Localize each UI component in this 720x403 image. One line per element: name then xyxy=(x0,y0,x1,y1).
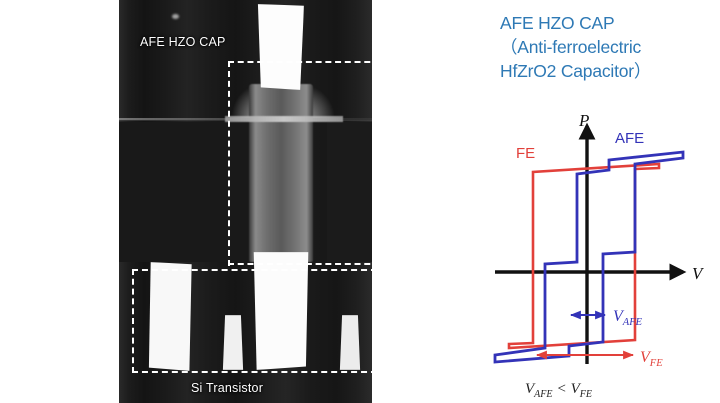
left-metal-contact xyxy=(148,262,192,371)
tem-label-si-transistor: Si Transistor xyxy=(191,381,264,395)
curve-label-fe: FE xyxy=(516,145,535,162)
tem-artifact-speck xyxy=(172,14,179,19)
cmp-rhs-sub: FE xyxy=(579,389,592,400)
curve-fe-path xyxy=(507,162,661,350)
tem-micrograph: AFE HZO CAP Si Transistor xyxy=(119,0,372,403)
title-line-2: （Anti-ferroelectric xyxy=(500,37,642,57)
middle-metal-contact xyxy=(253,252,309,370)
v-afe-label-sub: AFE xyxy=(622,317,643,328)
top-metal-plug xyxy=(257,4,304,90)
curve-afe-path xyxy=(493,150,685,364)
v-afe-label-v: V xyxy=(613,308,625,325)
cmp-rhs: V xyxy=(571,381,582,397)
right-gate-contact xyxy=(339,315,361,370)
pv-hysteresis-svg: V P FE AFE VAFE VFE xyxy=(493,112,705,400)
title-block: AFE HZO CAP （Anti-ferroelectric HfZrO2 C… xyxy=(500,11,715,83)
curve-fe xyxy=(507,162,661,350)
dashed-box-si-transistor xyxy=(132,269,372,373)
cmp-lhs: V xyxy=(525,381,536,397)
axis-label-p: P xyxy=(578,112,589,130)
cmp-op: < xyxy=(557,381,567,397)
title-line-1: AFE HZO CAP xyxy=(500,13,615,33)
title-line-3: HfZrO2 Capacitor） xyxy=(500,61,652,81)
curve-afe xyxy=(493,150,685,364)
dashed-box-afe-hzo-cap-bottom-edge xyxy=(228,263,372,265)
afe-hzo-capacitor-stack xyxy=(249,84,313,262)
dashed-box-afe-hzo-cap xyxy=(228,61,372,266)
v-afe-label: VAFE xyxy=(613,308,643,328)
v-fe-label: VFE xyxy=(640,349,663,369)
capacitor-shelf-line xyxy=(225,116,343,122)
v-fe-label-sub: FE xyxy=(649,358,663,369)
tem-label-afe-hzo-cap: AFE HZO CAP xyxy=(140,35,226,49)
tem-substrate-slab-right xyxy=(327,122,372,262)
comparison-caption: VAFE < VFE xyxy=(525,381,592,400)
axis-label-v: V xyxy=(692,264,705,283)
curve-label-afe: AFE xyxy=(615,130,644,147)
center-gate-contact xyxy=(222,315,244,370)
pv-hysteresis-chart: V P FE AFE VAFE VFE xyxy=(487,112,715,400)
cmp-lhs-sub: AFE xyxy=(533,389,552,400)
v-fe-label-v: V xyxy=(640,349,652,366)
